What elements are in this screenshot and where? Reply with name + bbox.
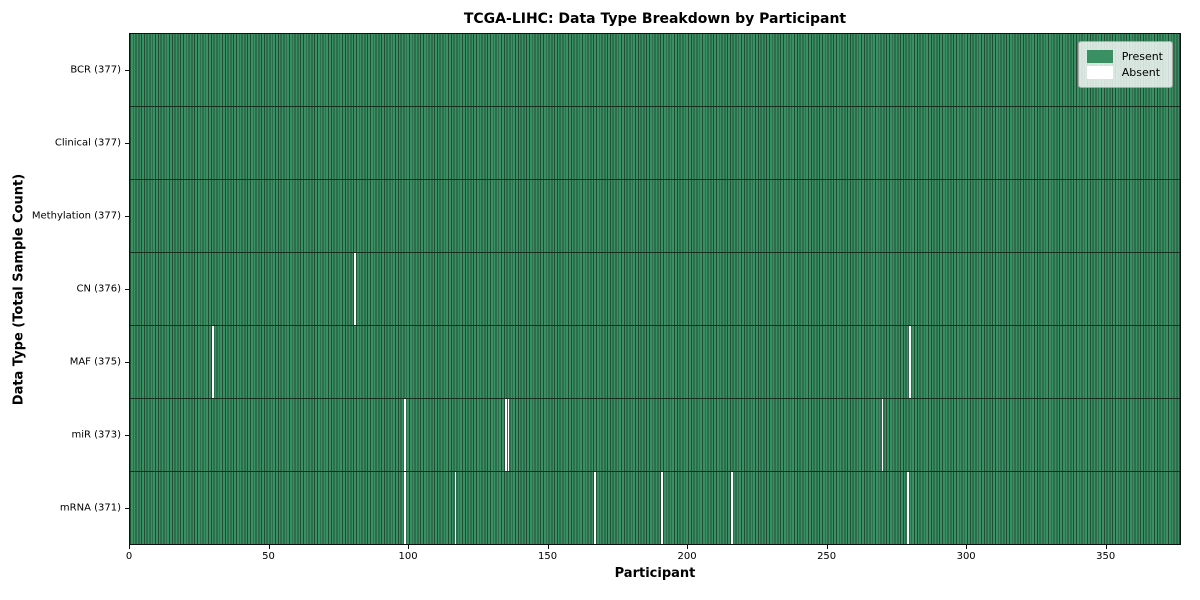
y-tick-mark-mir [125,435,129,437]
absent-mark-mrna-278 [906,472,909,544]
absent-mark-mir-134 [504,399,507,471]
y-tick-label-bcr: BCR (377) [70,64,121,76]
heatmap-row-bcr [130,34,1180,106]
x-axis-label: Participant [614,566,696,581]
heatmap-row-mir [130,398,1180,471]
legend-label-present: Present [1121,50,1163,63]
heatmap-row-methylation [130,179,1180,252]
y-tick-label-mir: miR (373) [71,429,121,441]
x-tick-label-50: 50 [262,551,275,562]
x-tick-mark-0 [129,545,130,549]
absent-mark-mir-135 [507,399,510,471]
absent-mark-cn-80 [354,253,356,325]
absent-mark-mrna-215 [730,472,733,544]
y-tick-label-cn: CN (376) [76,283,121,295]
absent-mark-mrna-166 [594,472,596,544]
legend-label-absent: Absent [1121,66,1161,79]
absent-mark-maf-279 [909,326,912,398]
legend-entry-present: Present [1086,50,1163,63]
legend-entry-absent: Absent [1086,66,1163,79]
absent-mark-maf-29 [211,326,214,398]
x-tick-mark-350 [1105,545,1107,549]
absent-mark-mrna-190 [661,472,663,544]
absent-swatch-icon [1086,66,1113,79]
x-tick-mark-200 [687,545,689,549]
chart-title: TCGA-LIHC: Data Type Breakdown by Partic… [463,11,847,27]
y-tick-label-mrna: mRNA (371) [59,502,121,514]
y-tick-mark-maf [125,362,129,364]
heatmap-row-mrna [130,471,1180,544]
heatmap-row-cn [130,252,1180,325]
x-tick-mark-300 [966,545,968,549]
y-tick-mark-clinical [125,142,129,144]
absent-mark-mrna-98 [404,472,407,544]
x-tick-mark-50 [268,545,270,549]
x-tick-mark-150 [547,545,549,549]
x-tick-label-300: 300 [956,551,976,562]
y-tick-label-methylation: Methylation (377) [31,210,121,222]
x-tick-label-150: 150 [538,551,558,562]
x-tick-label-200: 200 [677,551,697,562]
absent-mark-mrna-116 [454,472,457,544]
absent-mark-mir-269 [881,399,884,471]
x-tick-label-0: 0 [125,551,133,562]
absent-mark-mir-98 [404,399,407,471]
y-tick-mark-methylation [125,215,129,217]
present-swatch-icon [1086,50,1113,63]
x-tick-label-250: 250 [817,551,837,562]
plot-area: Present Absent [129,33,1181,545]
y-tick-label-maf: MAF (375) [69,356,121,368]
y-tick-label-clinical: Clinical (377) [54,137,121,149]
heatmap-row-clinical [130,106,1180,179]
x-tick-label-350: 350 [1096,551,1116,562]
heatmap-row-maf [130,325,1180,398]
y-tick-mark-mrna [125,508,129,510]
y-tick-mark-bcr [125,69,129,71]
x-tick-mark-250 [826,545,828,549]
x-tick-mark-100 [408,545,410,549]
y-tick-mark-cn [125,289,129,290]
legend: Present Absent [1077,41,1173,88]
x-tick-label-100: 100 [398,551,418,562]
